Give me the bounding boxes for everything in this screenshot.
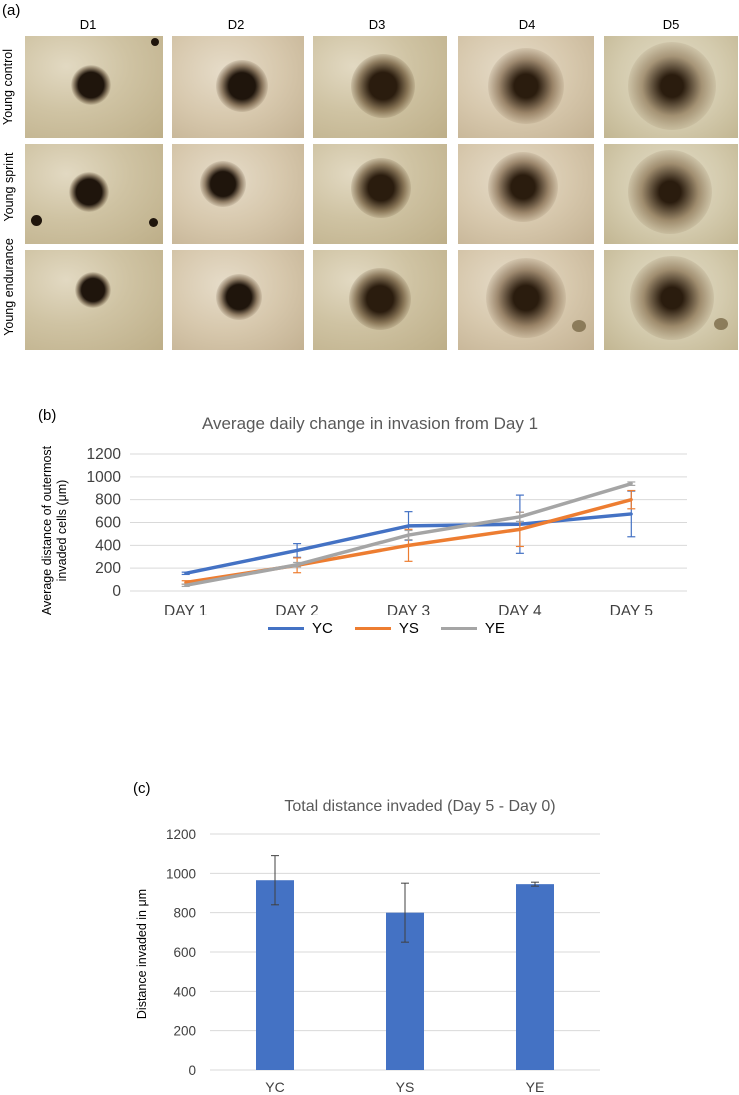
x-tick-label: DAY 2 [275,603,318,615]
legend-swatch-ys [354,626,391,630]
micrograph-young-endurance-d4 [458,250,594,350]
panel-c-label: (c) [133,780,151,797]
line-chart-y-label-line2: invaded cells (μm) [55,480,69,582]
y-tick-label: 800 [95,492,121,509]
row-label-young-sprint: Young sprint [2,152,16,222]
bar-chart-bars [256,855,554,1070]
y-tick-label: 1200 [87,446,122,463]
micrograph-young-sprint-d3 [313,144,447,244]
x-tick-label: DAY 4 [498,603,542,615]
data-point-yc [407,524,410,528]
bar-chart-x-ticks: YC YS YE [265,1079,544,1095]
data-point-ye [184,583,188,587]
y-tick-label: 400 [173,984,196,999]
data-point-yc [295,548,299,552]
data-point-ye [407,533,410,537]
line-chart-legend: YC YS YE [268,618,505,638]
row-label-young-endurance: Young endurance [2,238,16,336]
y-tick-label: 800 [173,906,196,921]
line-chart-series [181,481,636,588]
micrograph-young-endurance-d3 [313,250,447,350]
legend-label-ys: YS [398,619,419,637]
data-point-ys [407,543,410,547]
bar-chart-y-label: Distance invaded in μm [135,889,149,1019]
micrograph-young-sprint-d4 [458,144,594,244]
column-label-d2: D2 [227,17,245,32]
legend-item-ye: YE [440,619,505,637]
x-tick-label: DAY 1 [164,603,207,615]
data-point-ye [295,563,299,567]
data-point-ye [629,482,633,486]
x-tick-label: YS [396,1079,415,1095]
micrograph-young-sprint-d2 [172,144,304,244]
data-point-yc [629,512,633,516]
y-tick-label: 200 [173,1024,196,1039]
x-tick-label: YE [526,1079,545,1095]
micrograph-young-endurance-d5 [604,250,738,350]
y-tick-label: 400 [95,537,121,554]
micrograph-young-endurance-d2 [172,250,304,350]
column-label-d4: D4 [518,17,536,32]
y-tick-label: 1200 [166,827,196,842]
bar-chart-title: Total distance invaded (Day 5 - Day 0) [284,798,556,815]
line-chart-y-ticks: 0 200 400 600 800 1000 1200 [87,446,122,600]
y-tick-label: 0 [188,1063,196,1078]
micrograph-young-control-d3 [313,36,447,138]
column-label-d1: D1 [79,17,97,32]
micrograph-young-control-d4 [458,36,594,138]
line-chart-x-ticks: DAY 1 DAY 2 DAY 3 DAY 4 DAY 5 [164,603,653,615]
x-tick-label: DAY 5 [610,603,653,615]
data-point-ye [518,515,522,519]
micrograph-young-control-d5 [604,36,738,138]
micrograph-young-sprint-d5 [604,144,738,244]
y-tick-label: 1000 [87,469,122,486]
bar-yc [256,880,294,1070]
panel-b-label: (b) [38,407,57,424]
bar-ye [516,884,554,1070]
column-label-d3: D3 [368,17,386,32]
data-point-ys [629,498,633,502]
legend-item-ys: YS [354,619,419,637]
micrograph-young-endurance-d1 [25,250,163,350]
bar-chart: 0 200 400 600 800 1000 1200 YC YS YE Distance in… [135,827,600,1095]
bar-chart-y-ticks: 0 200 400 600 800 1000 1200 [166,827,196,1078]
micrograph-young-control-d1 [25,36,163,138]
y-tick-label: 200 [95,560,121,577]
micrograph-young-control-d2 [172,36,304,138]
column-label-d5: D5 [662,17,680,32]
x-tick-label: DAY 3 [387,603,430,615]
legend-swatch-yc [268,626,304,630]
line-chart-title: Average daily change in invasion from Da… [201,414,539,433]
legend-swatch-ye [440,626,477,630]
y-tick-label: 600 [95,515,121,532]
data-point-yc [184,571,188,575]
y-tick-label: 1000 [166,866,196,881]
row-label-young-control: Young control [1,49,15,125]
data-point-ys [184,580,188,584]
panel-a-label: (a) [2,2,21,19]
legend-item-yc: YC [268,620,333,637]
x-tick-label: YC [265,1079,284,1095]
line-chart-y-label-line1: Average distance of outermost [40,445,54,615]
legend-label-yc: YC [312,619,333,637]
data-point-ys [518,527,522,531]
y-tick-label: 0 [112,583,121,600]
y-tick-label: 600 [173,945,196,960]
legend-label-ye: YE [484,619,505,637]
micrograph-young-sprint-d1 [25,144,163,244]
